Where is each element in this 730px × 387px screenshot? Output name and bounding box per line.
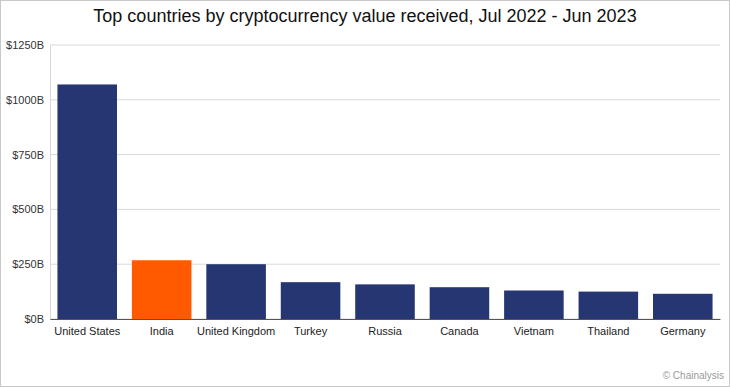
bars [57,84,712,319]
x-tick-label: Canada [440,325,479,337]
y-tick: $1000B [6,94,50,106]
y-tick: $250B [12,258,50,270]
x-tick-label: Turkey [294,325,328,337]
x-tick-label: Germany [660,325,706,337]
x-tick-label: India [150,325,175,337]
x-tick: Turkey [294,325,328,337]
chart-svg: $0B $250B $500B $750B $1000B $1250B United Sta… [0,0,730,387]
y-tick-label: $0B [24,313,44,325]
frame [1,1,730,387]
x-tick: Russia [368,325,403,337]
y-axis: $0B $250B $500B $750B $1000B $1250B [6,39,50,325]
x-tick-label: Russia [368,325,403,337]
annotation: © Chainalysis [663,370,724,381]
bar [132,260,192,319]
y-tick: $500B [12,203,50,215]
y-tick: $750B [12,149,50,161]
plot-area: $0B $250B $500B $750B $1000B $1250B United Sta… [6,39,720,337]
y-tick-label: $500B [12,203,44,215]
bar [281,282,341,319]
y-tick: $0B [24,313,50,325]
title: Top countries by cryptocurrency value re… [93,6,636,26]
y-tick-label: $750B [12,149,44,161]
x-tick: Germany [660,325,706,337]
x-axis: United States India United Kingdom Turkey Ru… [51,320,721,337]
y-tick-label: $250B [12,258,44,270]
chart-container: $0B $250B $500B $750B $1000B $1250B United Sta… [0,0,730,387]
y-axis-line [50,46,51,320]
x-tick: United States [54,325,121,337]
y-tick: $1250B [6,39,50,51]
x-tick-label: United States [54,325,121,337]
x-tick-label: Thailand [587,325,629,337]
y-tick-label: $1000B [6,94,44,106]
x-tick: India [150,325,175,337]
x-tick: Canada [440,325,479,337]
bar [653,294,713,319]
grid-line [50,45,720,46]
grid-line [50,154,720,155]
bar [206,264,266,319]
bar [355,284,415,319]
grid [50,45,720,319]
bar [504,291,564,319]
x-tick: United Kingdom [197,325,275,337]
bar [430,287,490,319]
x-tick-label: United Kingdom [197,325,275,337]
grid-line [50,99,720,100]
grid-line [50,209,720,210]
x-axis-line [51,319,721,320]
bar [579,292,639,319]
x-tick: Vietnam [514,325,554,337]
bar [57,84,117,319]
y-tick-label: $1250B [6,39,44,51]
x-tick-label: Vietnam [514,325,554,337]
x-tick: Thailand [587,325,629,337]
